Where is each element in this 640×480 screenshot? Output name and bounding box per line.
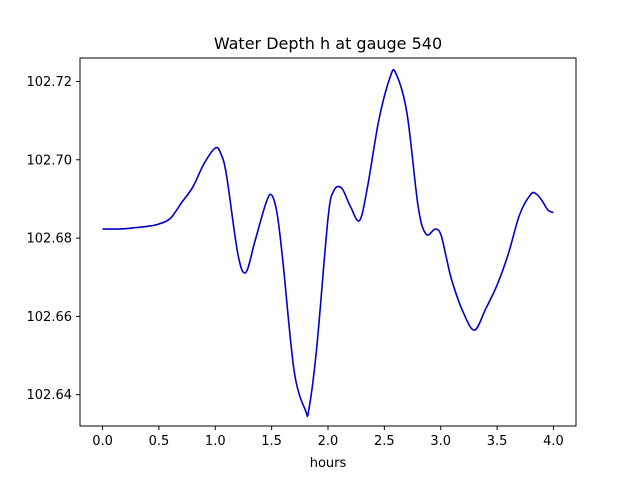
x-axis: 0.0 0.5 1.0 1.5 2.0 2.5 3.0 3.5 4.0 — [92, 426, 564, 449]
y-tick-label: 102.70 — [27, 153, 73, 168]
x-tick-label: 2.0 — [318, 434, 339, 449]
x-tick-label: 0.5 — [149, 434, 170, 449]
plot-area — [102, 68, 554, 418]
y-axis: 102.64 102.66 102.68 102.70 102.72 — [27, 75, 80, 403]
x-tick-label: 1.5 — [261, 434, 282, 449]
y-tick-label: 102.66 — [27, 310, 73, 325]
plot-frame — [79, 57, 577, 427]
chart-title: Water Depth h at gauge 540 — [214, 34, 442, 53]
x-tick-label: 3.0 — [430, 434, 451, 449]
x-tick-label: 0.0 — [92, 434, 113, 449]
x-tick-label: 4.0 — [543, 434, 564, 449]
series-line-0 — [102, 68, 554, 418]
x-axis-label: hours — [310, 456, 347, 471]
x-tick-label: 2.5 — [374, 434, 395, 449]
y-tick-label: 102.64 — [27, 388, 73, 403]
y-tick-label: 102.68 — [27, 232, 73, 247]
x-tick-label: 3.5 — [487, 434, 508, 449]
x-tick-label: 1.0 — [205, 434, 226, 449]
y-tick-label: 102.72 — [27, 75, 73, 90]
